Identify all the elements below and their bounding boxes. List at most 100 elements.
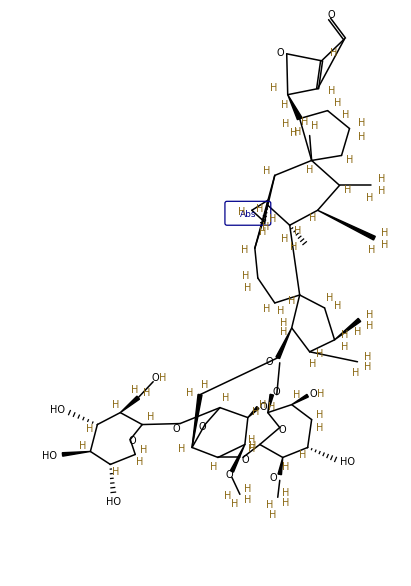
Text: H: H — [146, 411, 154, 421]
Text: H: H — [112, 400, 119, 410]
Text: H: H — [326, 293, 333, 303]
Polygon shape — [192, 394, 202, 448]
Text: H: H — [143, 388, 150, 398]
Text: H: H — [358, 118, 365, 128]
Text: H: H — [277, 306, 284, 316]
Text: H: H — [86, 424, 93, 434]
Text: O: O — [279, 424, 286, 435]
Text: H: H — [364, 362, 371, 372]
Text: H: H — [299, 451, 306, 461]
Polygon shape — [318, 210, 375, 240]
Text: H: H — [210, 462, 218, 472]
Text: H: H — [269, 510, 277, 520]
Text: H: H — [334, 98, 341, 108]
Polygon shape — [288, 95, 302, 120]
Text: H: H — [316, 410, 323, 420]
Text: O: O — [260, 401, 268, 411]
Text: H: H — [366, 193, 373, 203]
Text: H: H — [346, 155, 353, 165]
Text: H: H — [238, 207, 245, 217]
Text: H: H — [244, 495, 252, 505]
Text: H: H — [341, 342, 348, 352]
Text: H: H — [309, 213, 316, 223]
Text: H: H — [316, 349, 323, 359]
Text: H: H — [341, 330, 348, 340]
Text: H: H — [280, 327, 287, 337]
Text: H: H — [344, 185, 351, 195]
Text: H: H — [358, 131, 365, 142]
Text: H: H — [231, 499, 239, 509]
Text: H: H — [186, 388, 194, 398]
Text: H: H — [381, 228, 388, 238]
Text: H: H — [201, 380, 209, 390]
Text: O: O — [266, 357, 274, 367]
Text: O: O — [277, 48, 284, 58]
Polygon shape — [276, 328, 292, 359]
Text: H: H — [178, 444, 186, 455]
Polygon shape — [292, 394, 308, 404]
Text: H: H — [280, 318, 287, 328]
Text: H: H — [242, 271, 249, 281]
Text: H: H — [293, 390, 300, 400]
Text: H: H — [294, 226, 301, 236]
Text: H: H — [334, 301, 341, 311]
Text: H: H — [282, 498, 289, 508]
Polygon shape — [248, 407, 259, 418]
Text: H: H — [309, 359, 316, 369]
Text: H: H — [112, 468, 119, 478]
Text: H: H — [381, 240, 388, 250]
Text: H: H — [354, 327, 361, 337]
Polygon shape — [268, 394, 273, 413]
Text: O: O — [225, 471, 233, 481]
Text: H: H — [252, 407, 259, 417]
Text: H: H — [364, 352, 371, 362]
Text: O: O — [198, 421, 206, 431]
Text: H: H — [282, 488, 289, 498]
Text: H: H — [294, 127, 301, 137]
Text: H: H — [248, 444, 256, 455]
Text: H: H — [256, 205, 263, 214]
Text: H: H — [244, 485, 252, 495]
Text: HO: HO — [42, 451, 56, 461]
Text: HO: HO — [106, 498, 121, 507]
Text: H: H — [159, 373, 167, 383]
Polygon shape — [120, 396, 139, 413]
Text: Abs: Abs — [240, 210, 256, 219]
Text: H: H — [263, 304, 270, 314]
Text: H: H — [222, 393, 230, 403]
Polygon shape — [278, 458, 283, 475]
Polygon shape — [335, 318, 361, 340]
Text: H: H — [317, 389, 324, 398]
Text: H: H — [306, 165, 313, 175]
Text: O: O — [151, 373, 159, 383]
Text: H: H — [79, 441, 86, 451]
Text: H: H — [266, 500, 273, 510]
Text: H: H — [281, 100, 289, 110]
Text: H: H — [248, 434, 256, 445]
Text: H: H — [139, 445, 147, 455]
Text: O: O — [270, 473, 277, 483]
Text: H: H — [270, 83, 277, 93]
Text: H: H — [330, 48, 337, 58]
Text: O: O — [328, 10, 335, 20]
Text: O: O — [241, 455, 249, 465]
Text: H: H — [136, 458, 143, 468]
Text: O: O — [128, 437, 136, 447]
Text: H: H — [352, 368, 359, 378]
Text: H: H — [244, 283, 252, 293]
Text: H: H — [288, 296, 296, 306]
Text: O: O — [273, 387, 281, 397]
Text: H: H — [290, 128, 298, 138]
Text: H: H — [378, 175, 385, 185]
Text: H: H — [224, 491, 232, 501]
Text: H: H — [259, 400, 266, 410]
Text: H: H — [378, 186, 385, 196]
Text: H: H — [269, 214, 277, 224]
Text: H: H — [316, 423, 323, 432]
Text: H: H — [262, 222, 270, 232]
Text: H: H — [290, 242, 298, 252]
Text: H: H — [241, 245, 249, 255]
Text: H: H — [131, 384, 138, 395]
Text: O: O — [310, 389, 317, 398]
Text: H: H — [281, 234, 289, 244]
